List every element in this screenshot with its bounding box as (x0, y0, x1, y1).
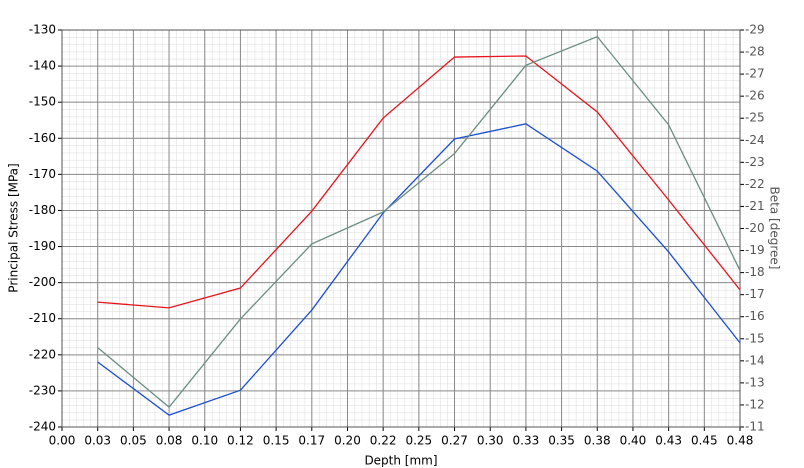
y-tick-label: -190 (29, 239, 56, 253)
y-axis-label: Principal Stress [MPa] (7, 163, 21, 292)
y2-tick-label: -12 (745, 397, 765, 411)
y2-tick-label: -15 (745, 331, 765, 345)
x-tick-label: 0.20 (334, 434, 361, 448)
x-tick-label: 0.38 (584, 434, 611, 448)
x-tick-label: 0.15 (263, 434, 290, 448)
x-tick-label: 0.33 (513, 434, 540, 448)
x-tick-label: 0.12 (227, 434, 254, 448)
y2-tick-label: -17 (745, 287, 765, 301)
y2-tick-label: -13 (745, 375, 765, 389)
x-tick-label: 0.40 (620, 434, 647, 448)
y-tick-label: -220 (29, 347, 56, 361)
x-tick-label: 0.45 (691, 434, 718, 448)
plot-frame (61, 29, 741, 428)
y2-tick-label: -28 (745, 45, 765, 59)
x-tick-label: 0.27 (441, 434, 468, 448)
y2-tick-label: -19 (745, 243, 765, 257)
y-tick-label: -150 (29, 95, 56, 109)
x-tick-label: 0.03 (84, 434, 111, 448)
y-tick-label: -130 (29, 23, 56, 37)
x-tick-label: 0.22 (370, 434, 397, 448)
series-line (97, 123, 741, 416)
y2-tick-label: -21 (745, 199, 765, 213)
y2-tick-label: -20 (745, 221, 765, 235)
x-tick-label: 0.30 (477, 434, 504, 448)
y-tick-label: -180 (29, 203, 56, 217)
y2-tick-label: -18 (745, 265, 765, 279)
x-tick-label: 0.43 (655, 434, 682, 448)
y2-tick-label: -14 (745, 353, 765, 367)
minor-grid (62, 30, 740, 427)
y-tick-label: -160 (29, 131, 56, 145)
y2-tick-label: -25 (745, 111, 765, 125)
y2-tick-label: -26 (745, 89, 765, 103)
y-tick-label: -170 (29, 167, 56, 181)
y-tick-label: -240 (29, 420, 56, 434)
x-tick-label: 0.35 (548, 434, 575, 448)
y2-axis-label: Beta [degree] (768, 187, 782, 270)
y2-tick-label: -22 (745, 177, 765, 191)
x-tick-label: 0.17 (298, 434, 325, 448)
y2-tick-label: -11 (745, 420, 765, 434)
y-tick-label: -230 (29, 383, 56, 397)
series-line (97, 35, 741, 409)
y-tick-label: -200 (29, 275, 56, 289)
series-line (97, 55, 741, 309)
x-tick-label: 0.05 (120, 434, 147, 448)
x-tick-label: 0.08 (156, 434, 183, 448)
y2-tick-label: -16 (745, 309, 765, 323)
y2-tick-label: -23 (745, 155, 765, 169)
y-tick-label: -210 (29, 311, 56, 325)
y2-tick-label: -29 (745, 23, 765, 37)
x-tick-label: 0.48 (727, 434, 754, 448)
y-tick-label: -140 (29, 59, 56, 73)
y2-tick-label: -27 (745, 67, 765, 81)
x-tick-label: 0.25 (405, 434, 432, 448)
x-tick-label: 0.10 (191, 434, 218, 448)
x-axis-label: Depth [mm] (364, 454, 437, 468)
y2-tick-label: -24 (745, 133, 765, 147)
x-tick-label: 0.00 (49, 434, 76, 448)
